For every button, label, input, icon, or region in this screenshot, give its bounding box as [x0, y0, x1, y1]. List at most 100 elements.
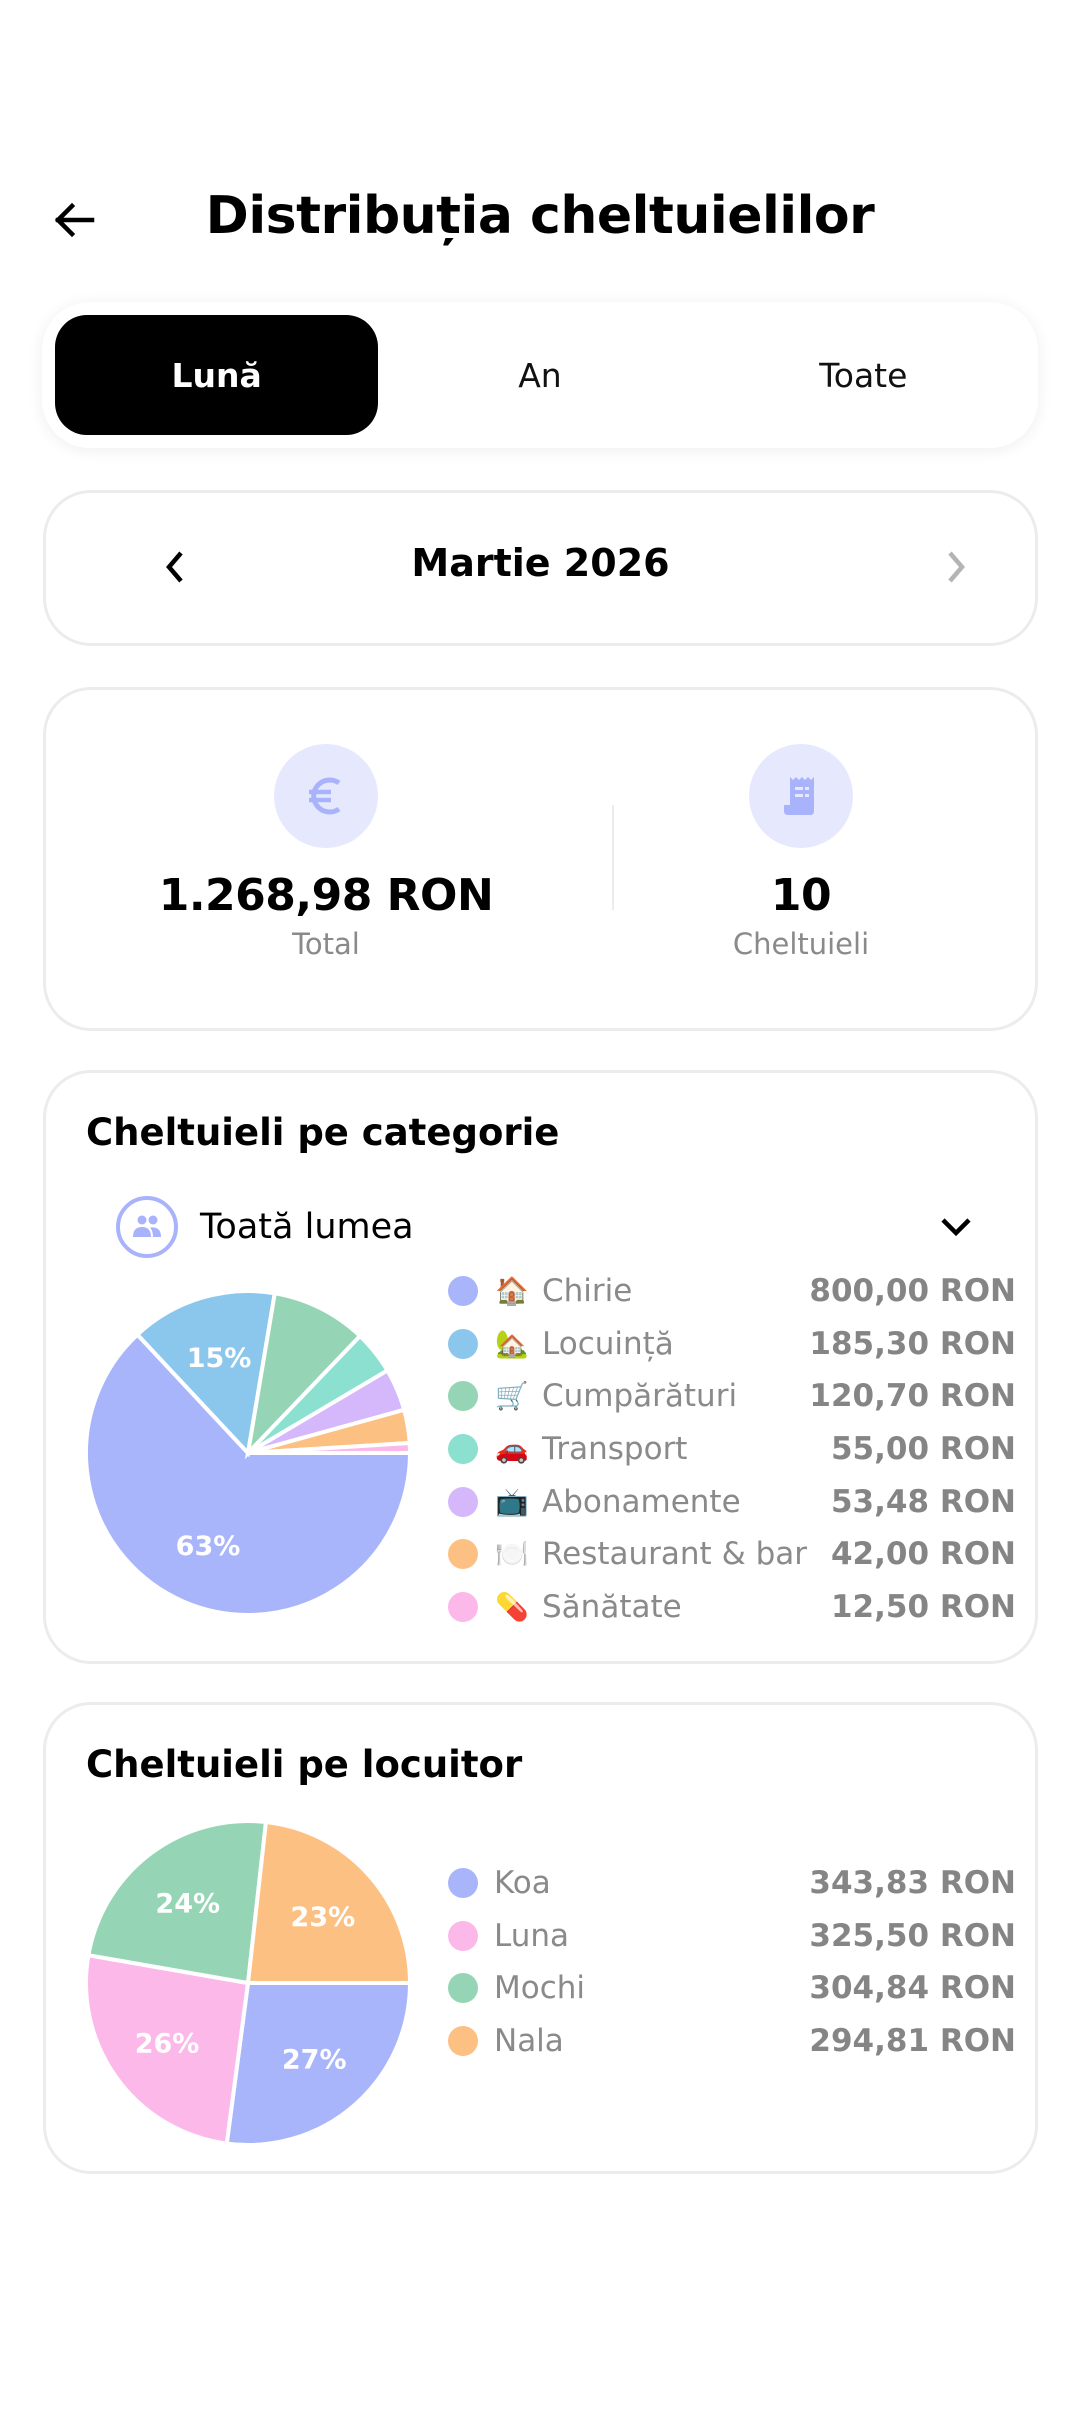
legend-label: Abonamente	[542, 1483, 741, 1520]
back-button[interactable]	[44, 190, 104, 250]
people-icon	[116, 1196, 178, 1258]
legend-amount: 800,00 RON	[809, 1273, 1016, 1310]
chevron-left-icon	[166, 551, 183, 583]
pie-slice-koa	[224, 1981, 413, 2147]
euro-icon	[309, 777, 341, 815]
legend-item: Luna 325,50 RON	[436, 1910, 1016, 1963]
category-emoji-icon: 💊	[495, 1591, 529, 1623]
category-pie-chart: 63% 15%	[83, 1288, 413, 1618]
legend-item: 🚗 Transport 55,00 RON	[436, 1423, 1016, 1476]
pie-percent-label: 26%	[135, 2028, 200, 2059]
legend-item: 🛒 Cumpărături 120,70 RON	[436, 1370, 1016, 1423]
receipt-icon	[784, 777, 814, 815]
legend-color-dot	[448, 2026, 478, 2057]
chevron-down-icon	[926, 1197, 986, 1257]
legend-amount: 343,83 RON	[809, 1865, 1016, 1902]
total-label: Total	[292, 927, 360, 961]
legend-item: Mochi 304,84 RON	[436, 1962, 1016, 2015]
legend-color-dot	[448, 1920, 478, 1951]
legend-label: Cumpărături	[542, 1378, 738, 1415]
legend-amount: 53,48 RON	[830, 1483, 1016, 1520]
legend-color-dot	[448, 1276, 478, 1307]
legend-amount: 12,50 RON	[830, 1588, 1016, 1625]
pie-percent-label: 24%	[155, 1889, 220, 1920]
legend-label: Transport	[542, 1431, 688, 1468]
total-value: 1.268,98 RON	[158, 870, 494, 921]
legend-label: Sănătate	[542, 1588, 682, 1625]
euro-icon-badge	[274, 744, 378, 848]
summary-card: 1.268,98 RON Total 10 Cheltuieli	[43, 687, 1038, 1031]
legend-label: Luna	[494, 1917, 570, 1954]
page-title: Distribuția cheltuielilor	[205, 186, 875, 246]
resident-pie-chart: 27% 26% 24% 23%	[83, 1818, 413, 2148]
legend-color-dot	[448, 1381, 478, 1412]
pie-percent-label: 63%	[176, 1531, 241, 1562]
legend-item: 🏠 Chirie 800,00 RON	[436, 1265, 1016, 1318]
category-emoji-icon: 📺	[495, 1486, 529, 1518]
legend-item: 🍽️ Restaurant & bar 42,00 RON	[436, 1528, 1016, 1581]
legend-amount: 294,81 RON	[809, 2023, 1016, 2060]
person-filter-label: Toată lumea	[200, 1207, 414, 1247]
next-month-button[interactable]	[925, 537, 985, 597]
legend-amount: 42,00 RON	[830, 1536, 1016, 1573]
resident-chart-card: Cheltuieli pe locuitor 27% 26% 24% 23% Koa 3…	[43, 1702, 1038, 2174]
legend-amount: 185,30 RON	[809, 1325, 1016, 1362]
legend-color-dot	[448, 1328, 478, 1359]
legend-amount: 325,50 RON	[809, 1917, 1016, 1954]
month-navigator: Martie 2026	[43, 490, 1038, 646]
legend-label: Restaurant & bar	[542, 1536, 808, 1573]
pie-slice-nala	[245, 1819, 413, 1985]
period-segmented-control: Lună An Toate	[42, 302, 1038, 448]
category-emoji-icon: 🛒	[495, 1381, 529, 1413]
pie-slice-sănătate	[247, 1440, 413, 1455]
category-emoji-icon: 🏡	[495, 1328, 529, 1360]
current-month-label: Martie 2026	[411, 541, 670, 585]
section-title: Cheltuieli pe categorie	[86, 1111, 560, 1154]
legend-item: Koa 343,83 RON	[436, 1857, 1016, 1910]
pie-percent-label: 15%	[187, 1343, 252, 1374]
pie-percent-label: 23%	[291, 1902, 356, 1933]
legend-label: Mochi	[494, 1970, 586, 2007]
arrow-left-icon	[54, 202, 95, 238]
section-title: Cheltuieli pe locuitor	[86, 1743, 523, 1786]
legend-item: 🏡 Locuință 185,30 RON	[436, 1318, 1016, 1371]
divider	[612, 805, 614, 910]
count-label: Cheltuieli	[732, 927, 870, 961]
pie-slice-luna	[84, 1952, 251, 2146]
total-stat: 1.268,98 RON Total	[106, 744, 546, 961]
resident-legend: Koa 343,83 RON Luna 325,50 RON Mochi 304,84 R…	[436, 1857, 1016, 2067]
receipt-icon-badge	[749, 744, 853, 848]
legend-label: Koa	[494, 1865, 551, 1902]
legend-color-dot	[448, 1868, 478, 1899]
previous-month-button[interactable]	[146, 537, 206, 597]
count-stat: 10 Cheltuieli	[581, 744, 1021, 961]
pie-slice-chirie	[84, 1331, 413, 1617]
category-emoji-icon: 🍽️	[495, 1539, 529, 1571]
legend-amount: 120,70 RON	[809, 1378, 1016, 1415]
header: Distribuția cheltuielilor	[0, 170, 1080, 270]
chevron-right-icon	[948, 551, 965, 583]
legend-item: 💊 Sănătate 12,50 RON	[436, 1581, 1016, 1634]
tab-month[interactable]: Lună	[55, 315, 379, 435]
category-chart-card: Cheltuieli pe categorie Toată lumea 63% 1…	[43, 1070, 1038, 1664]
category-emoji-icon: 🏠	[495, 1276, 529, 1308]
count-value: 10	[770, 870, 832, 921]
legend-label: Nala	[494, 2023, 564, 2060]
pie-slice-cumpărături	[244, 1290, 363, 1460]
category-legend: 🏠 Chirie 800,00 RON 🏡 Locuință 185,30 RON 🛒 Cum…	[436, 1265, 1016, 1633]
pie-slice-locuință	[134, 1289, 278, 1458]
legend-amount: 304,84 RON	[809, 1970, 1016, 2007]
pie-slice-mochi	[86, 1819, 269, 1986]
legend-color-dot	[448, 1434, 478, 1465]
category-emoji-icon: 🚗	[495, 1434, 529, 1466]
legend-item: Nala 294,81 RON	[436, 2015, 1016, 2068]
legend-amount: 55,00 RON	[830, 1431, 1016, 1468]
tab-year[interactable]: An	[518, 355, 562, 395]
tab-all[interactable]: Toate	[819, 355, 908, 395]
person-filter-dropdown[interactable]: Toată lumea	[116, 1191, 986, 1263]
legend-item: 📺 Abonamente 53,48 RON	[436, 1475, 1016, 1528]
legend-label: Chirie	[542, 1273, 633, 1310]
legend-color-dot	[448, 1591, 478, 1622]
legend-label: Locuință	[542, 1325, 674, 1362]
pie-percent-label: 27%	[282, 2045, 347, 2076]
